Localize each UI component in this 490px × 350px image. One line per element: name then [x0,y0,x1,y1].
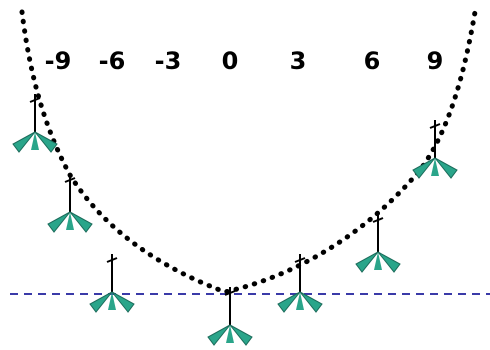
label: 6 [364,47,381,75]
diagram: -9 -6 -3 0 3 6 9 [0,0,490,350]
parabola [22,12,475,292]
label: -9 [45,47,72,75]
label: 9 [427,47,444,75]
label: -3 [155,47,182,75]
label: 0 [222,47,239,75]
label: -6 [99,47,126,75]
figures [13,94,457,345]
label: 3 [290,47,307,75]
